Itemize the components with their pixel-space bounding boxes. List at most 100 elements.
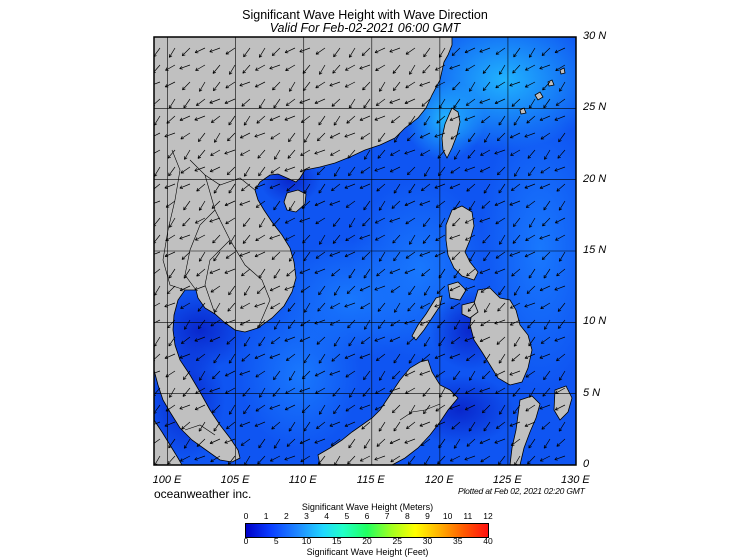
- wave-direction-arrow: [557, 302, 566, 312]
- wave-direction-arrow: [434, 183, 446, 189]
- wave-direction-arrow: [464, 404, 476, 411]
- wave-direction-arrow: [228, 404, 236, 415]
- wave-direction-arrow: [557, 149, 566, 159]
- wave-direction-arrow: [481, 200, 491, 209]
- wave-direction-arrow: [197, 132, 206, 143]
- wave-direction-arrow: [374, 47, 386, 54]
- wave-direction-arrow: [164, 353, 176, 360]
- wave-direction-arrow: [344, 353, 356, 359]
- wave-direction-arrow: [332, 234, 341, 244]
- wave-direction-arrow: [314, 149, 326, 155]
- wave-direction-arrow: [284, 166, 296, 172]
- wave-direction-arrow: [479, 98, 491, 104]
- wave-direction-arrow: [434, 251, 446, 258]
- wave-direction-arrow: [182, 370, 191, 381]
- wave-direction-arrow: [314, 438, 326, 444]
- wave-direction-arrow: [314, 370, 326, 377]
- wave-direction-arrow: [300, 285, 311, 293]
- wave-direction-arrow: [468, 251, 476, 262]
- wave-direction-arrow: [333, 404, 341, 415]
- wave-direction-arrow: [389, 217, 401, 223]
- wave-direction-arrow: [195, 217, 206, 224]
- wave-direction-arrow: [405, 81, 416, 89]
- wave-direction-arrow: [329, 421, 341, 427]
- wave-direction-arrow: [348, 336, 356, 347]
- wave-direction-arrow: [269, 64, 281, 70]
- wave-direction-arrow: [524, 251, 536, 258]
- wave-direction-arrow: [333, 115, 341, 126]
- wave-direction-arrow: [164, 302, 176, 308]
- wave-direction-arrow: [242, 64, 251, 74]
- legend-meters-tick: 11: [463, 511, 473, 521]
- wave-direction-arrow: [209, 98, 221, 104]
- wave-direction-arrow: [179, 183, 191, 189]
- wave-direction-arrow: [405, 251, 416, 259]
- wave-direction-arrow: [524, 302, 536, 308]
- wave-direction-arrow: [494, 438, 506, 444]
- wave-direction-arrow: [329, 200, 341, 206]
- wave-direction-arrow: [466, 438, 476, 447]
- wave-direction-arrow: [404, 268, 416, 274]
- wave-direction-arrow: [258, 98, 266, 109]
- wave-direction-arrow: [359, 285, 371, 292]
- wave-direction-arrow: [494, 149, 506, 155]
- wave-direction-arrow: [449, 285, 461, 292]
- wave-direction-arrow: [239, 81, 251, 87]
- wave-direction-arrow: [239, 319, 251, 326]
- wave-direction-arrow: [528, 438, 536, 449]
- wave-direction-arrow: [269, 183, 281, 189]
- wave-direction-arrow: [300, 149, 311, 156]
- wave-direction-arrow: [239, 251, 251, 257]
- wave-direction-arrow: [404, 438, 416, 444]
- legend-feet-tick: 40: [483, 536, 493, 546]
- wave-direction-arrow: [468, 200, 476, 211]
- wave-direction-arrow: [304, 132, 311, 143]
- wave-direction-arrow: [243, 404, 251, 415]
- longitude-label: 125 E: [492, 474, 522, 486]
- wave-direction-arrow: [408, 285, 416, 296]
- wave-direction-arrow: [214, 132, 221, 143]
- wave-direction-arrow: [331, 183, 341, 192]
- wave-direction-arrow: [180, 455, 191, 462]
- wave-direction-arrow: [558, 421, 566, 432]
- wave-direction-arrow: [512, 217, 521, 228]
- wave-direction-arrow: [329, 132, 341, 139]
- wave-direction-arrow: [224, 98, 236, 105]
- wave-direction-arrow: [194, 166, 206, 172]
- wave-direction-arrow: [554, 285, 566, 291]
- wave-direction-arrow: [480, 455, 491, 463]
- wave-direction-arrow: [404, 319, 416, 325]
- wave-direction-arrow: [257, 149, 266, 159]
- wave-direction-arrow: [464, 115, 476, 121]
- wave-direction-arrow: [419, 319, 431, 326]
- wave-direction-arrow: [465, 64, 476, 72]
- wave-direction-arrow: [544, 319, 551, 330]
- wave-direction-arrow: [286, 183, 296, 192]
- wave-direction-arrow: [496, 132, 506, 142]
- wave-direction-arrow: [483, 421, 491, 432]
- wave-direction-arrow: [359, 404, 371, 410]
- wave-direction-arrow: [254, 251, 266, 258]
- wave-direction-arrow: [299, 166, 311, 173]
- wave-direction-arrow: [556, 438, 566, 447]
- wave-direction-arrow: [495, 251, 506, 259]
- map-title: Significant Wave Height with Wave Direct…: [242, 8, 488, 22]
- wave-direction-arrow: [359, 115, 371, 121]
- wave-direction-arrow: [528, 166, 536, 177]
- wave-direction-arrow: [154, 251, 161, 255]
- wave-direction-arrow: [255, 200, 266, 208]
- wave-direction-arrow: [359, 64, 371, 70]
- wave-direction-arrow: [284, 217, 296, 224]
- wave-direction-arrow: [165, 234, 176, 242]
- wave-direction-arrow: [512, 387, 521, 397]
- wave-direction-arrow: [239, 421, 251, 427]
- wave-direction-arrow: [374, 115, 386, 121]
- wave-direction-arrow: [377, 319, 386, 330]
- wave-direction-arrow: [453, 268, 461, 279]
- wave-direction-arrow: [409, 404, 416, 415]
- asian-mainland: [154, 37, 453, 463]
- wave-direction-arrow: [542, 217, 551, 227]
- wave-direction-arrow: [393, 421, 401, 432]
- wave-direction-arrow: [318, 404, 326, 415]
- wave-direction-arrow: [438, 438, 446, 449]
